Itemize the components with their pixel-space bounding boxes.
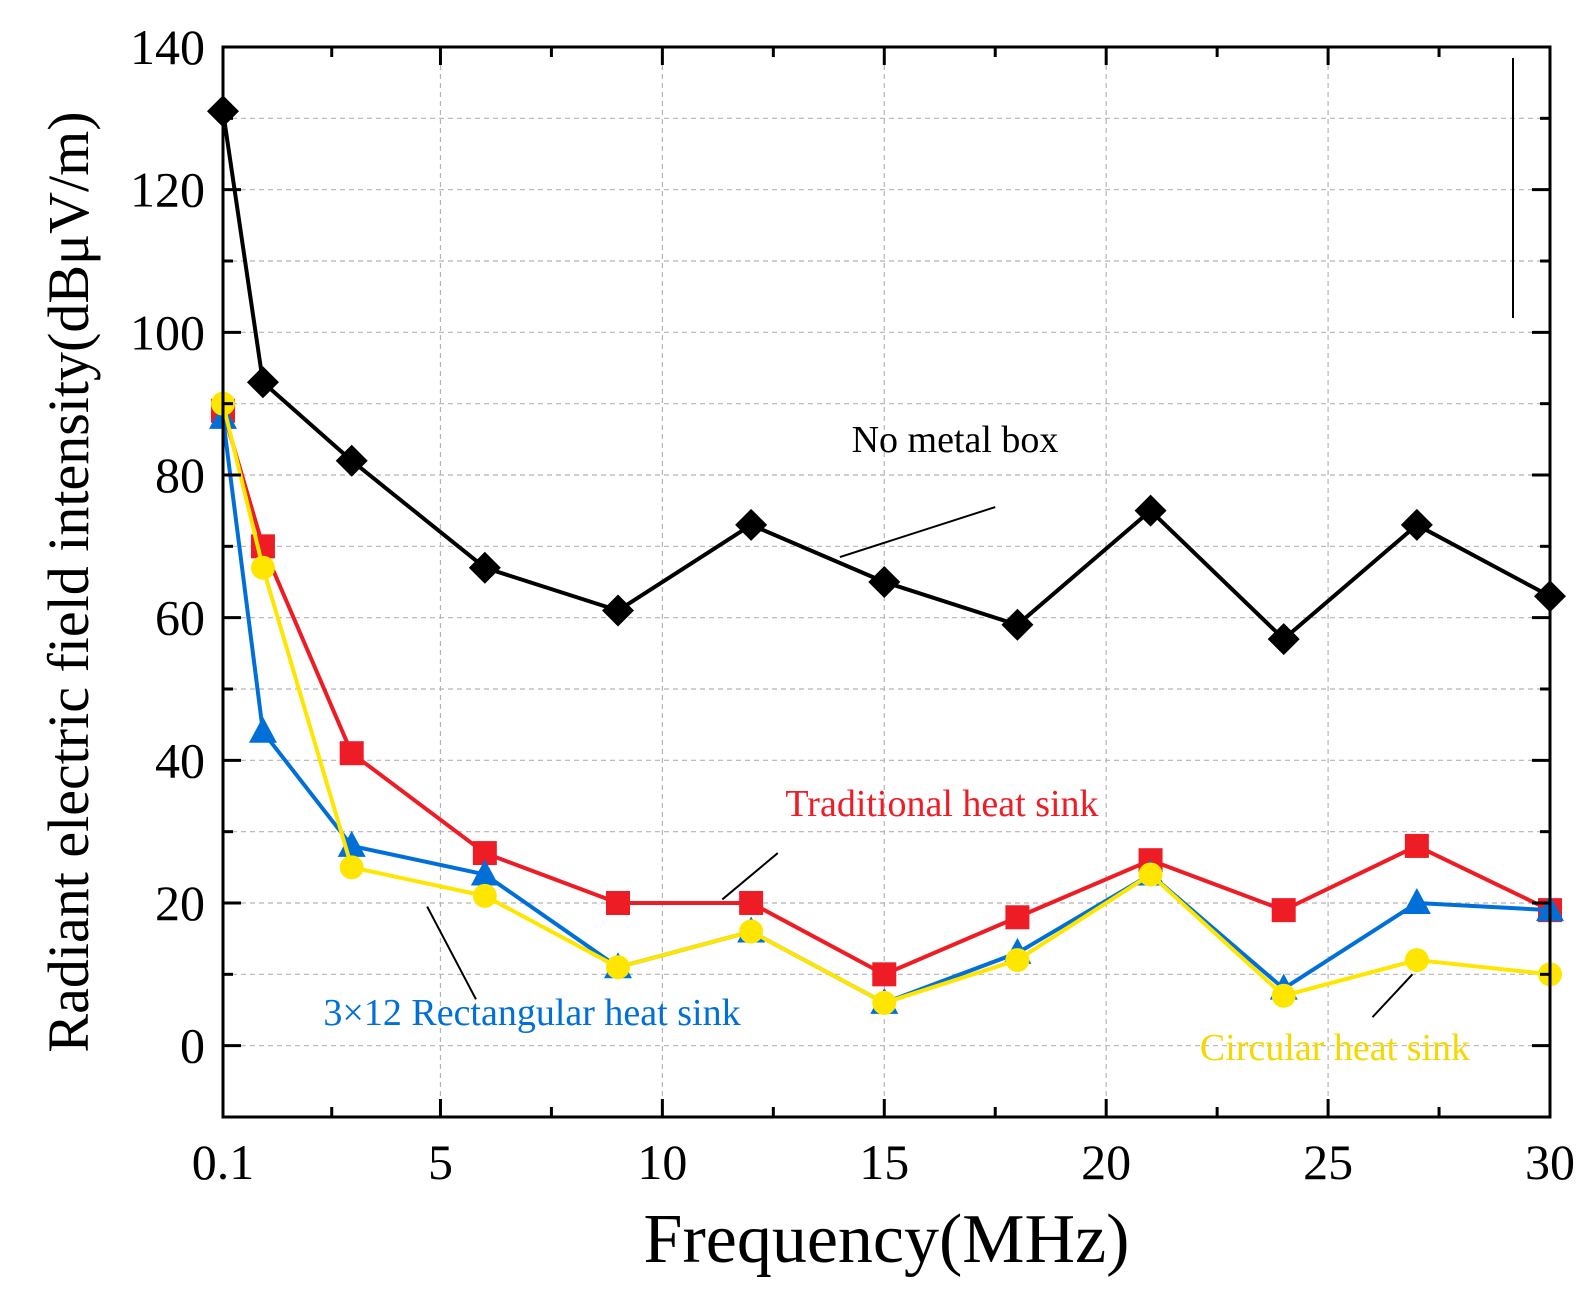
y-tick-label: 0 <box>180 1018 205 1074</box>
data-point-no-metal-box <box>735 508 768 541</box>
series-line-circular-heat-sink <box>221 403 1551 1005</box>
series-line-3-12-rectangular-heat-sink <box>221 417 1551 1005</box>
data-point-3-12-rectangular-heat-sink <box>1402 888 1431 914</box>
data-point-traditional-heat-sink <box>605 891 630 915</box>
data-point-circular-heat-sink <box>1404 948 1429 973</box>
data-point-no-metal-box <box>601 594 634 627</box>
data-point-circular-heat-sink <box>1271 983 1296 1008</box>
series-line-traditional-heat-sink <box>221 410 1551 977</box>
y-axis-tick-labels: 0 20 40 60 80 100 120 140 <box>130 19 205 1074</box>
series-circular-heat-sink <box>211 391 1562 1015</box>
y-tick-label: 60 <box>155 590 205 646</box>
x-tick-label: 30 <box>1525 1134 1575 1190</box>
annotations: No metal box Traditional heat sink 3×12 … <box>323 58 1514 1069</box>
x-tick-label: 20 <box>1081 1134 1131 1190</box>
x-tick-label: 25 <box>1303 1134 1353 1190</box>
axis-ticks <box>221 45 1552 1119</box>
data-point-circular-heat-sink <box>872 990 897 1015</box>
series-line-no-metal-box <box>221 110 1551 642</box>
annotation-leader-line <box>1371 973 1414 1018</box>
y-tick-label: 80 <box>155 447 205 503</box>
annotation-circular-heat-sink: Circular heat sink <box>1200 1027 1470 1069</box>
y-tick-label: 120 <box>130 162 205 218</box>
annotation-traditional-heat-sink: Traditional heat sink <box>785 783 1098 825</box>
annotation-leader-line <box>426 906 477 1000</box>
data-point-circular-heat-sink <box>250 555 275 580</box>
data-point-circular-heat-sink <box>1005 948 1030 973</box>
x-axis-title: Frequency(MHz) <box>644 1201 1130 1278</box>
annotation-no-metal-box: No metal box <box>852 419 1059 461</box>
annotation-leader-line <box>721 852 779 901</box>
data-point-circular-heat-sink <box>605 955 630 980</box>
annotation-leader-line <box>839 506 996 558</box>
x-tick-label: 0.1 <box>192 1134 255 1190</box>
series-no-metal-box <box>207 95 1566 656</box>
data-point-traditional-heat-sink <box>1271 898 1296 923</box>
data-point-3-12-rectangular-heat-sink <box>470 859 499 886</box>
data-point-no-metal-box <box>1134 494 1167 527</box>
annotation-rectangular-heat-sink: 3×12 Rectangular heat sink <box>323 992 740 1034</box>
data-point-circular-heat-sink <box>339 855 364 880</box>
y-tick-label: 40 <box>155 732 205 788</box>
data-point-traditional-heat-sink <box>339 741 364 766</box>
data-point-traditional-heat-sink <box>872 962 897 987</box>
data-point-circular-heat-sink <box>1138 862 1163 887</box>
data-point-no-metal-box <box>868 566 901 598</box>
y-tick-label: 140 <box>130 19 205 75</box>
series-3-12-rectangular-heat-sink <box>209 402 1564 1014</box>
plot-frame <box>221 45 1552 1119</box>
data-point-traditional-heat-sink <box>739 891 764 915</box>
data-point-no-metal-box <box>1001 608 1034 641</box>
data-point-traditional-heat-sink <box>1404 833 1429 858</box>
series-layer <box>207 95 1566 1015</box>
data-point-no-metal-box <box>335 444 368 477</box>
data-point-circular-heat-sink <box>739 919 764 944</box>
y-tick-label: 20 <box>155 875 205 931</box>
series-traditional-heat-sink <box>211 398 1562 987</box>
data-point-circular-heat-sink <box>472 883 497 908</box>
data-point-3-12-rectangular-heat-sink <box>248 716 277 743</box>
x-tick-label: 15 <box>859 1134 909 1190</box>
y-axis-title: Radiant electric field intensity(dBμV/m) <box>36 111 101 1052</box>
x-tick-label: 10 <box>637 1134 687 1190</box>
data-point-no-metal-box <box>1267 623 1300 656</box>
data-point-no-metal-box <box>246 366 279 399</box>
x-axis-tick-labels: 0.1 5 10 15 20 25 30 <box>192 1134 1575 1190</box>
y-tick-label: 100 <box>130 304 205 360</box>
data-point-traditional-heat-sink <box>1005 905 1030 930</box>
x-tick-label: 5 <box>428 1134 453 1190</box>
data-point-no-metal-box <box>468 551 501 584</box>
data-point-no-metal-box <box>1400 508 1433 541</box>
